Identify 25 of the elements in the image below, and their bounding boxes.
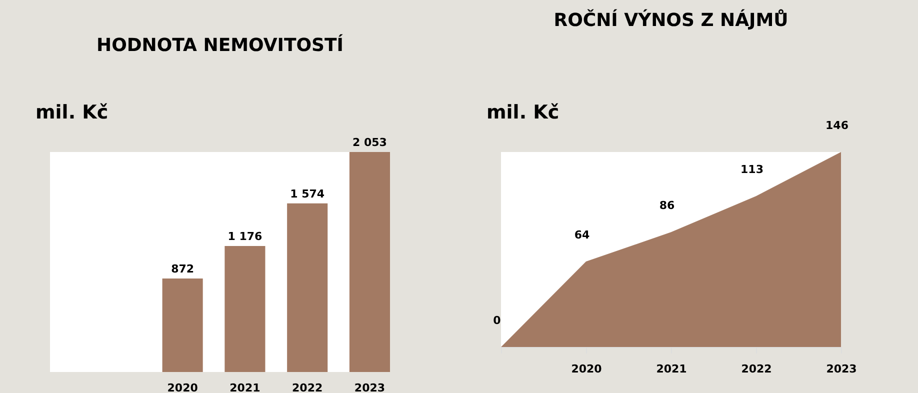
bar (224, 246, 266, 372)
data-label: 2 053 (352, 136, 387, 149)
x-tick-label: 2022 (292, 382, 323, 393)
data-label: 1 176 (228, 230, 263, 243)
chart-title: ROČNÍ VÝNOS Z NÁJMŮ (554, 9, 788, 31)
data-label: 64 (574, 228, 590, 242)
data-label: 86 (659, 199, 675, 212)
x-tick-label: 2021 (656, 362, 687, 376)
data-label: 113 (740, 163, 764, 176)
chart-title: HODNOTA NEMOVITOSTÍ (96, 34, 344, 56)
data-label: 0 (493, 314, 502, 327)
x-tick-label: 2020 (571, 362, 602, 376)
data-label: 146 (826, 119, 849, 132)
x-tick-label: 2022 (741, 362, 772, 376)
x-tick-label: 2020 (167, 382, 198, 393)
bar (287, 203, 328, 372)
x-tick-label: 2021 (230, 382, 260, 393)
bar (162, 278, 203, 372)
data-label: 1 574 (290, 187, 325, 200)
y-axis-title: mil. Kč (36, 102, 108, 124)
data-label: 872 (171, 262, 194, 276)
bar (349, 152, 390, 372)
x-tick-label: 2023 (354, 382, 386, 393)
y-axis-title: mil. Kč (486, 102, 560, 124)
x-tick-label: 2023 (826, 362, 857, 376)
